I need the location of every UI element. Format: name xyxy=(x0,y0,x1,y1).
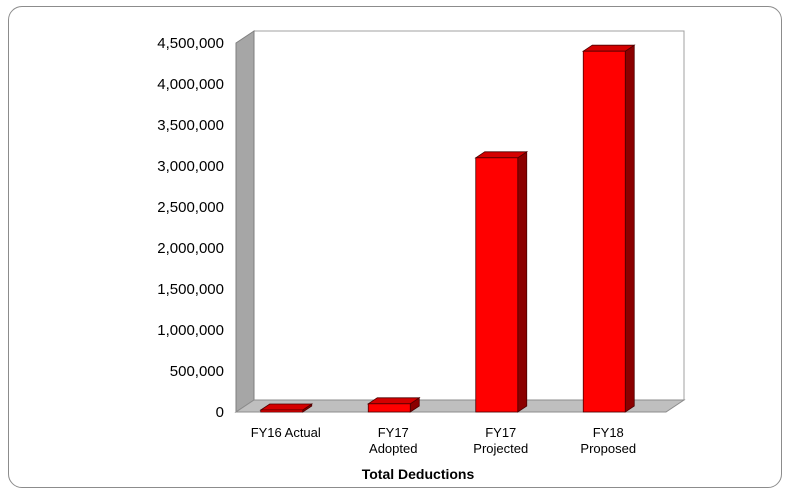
y-tick-label: 4,000,000 xyxy=(157,76,224,93)
y-tick-label: 1,500,000 xyxy=(157,281,224,298)
bar xyxy=(367,403,411,413)
y-tick-label: 4,500,000 xyxy=(157,35,224,52)
bar-top xyxy=(581,44,636,52)
x-tick-label: FY17 xyxy=(485,425,516,440)
y-tick-label: 2,000,000 xyxy=(157,240,224,257)
bar-side xyxy=(624,44,635,413)
bar-top xyxy=(474,151,529,159)
side-wall xyxy=(235,30,255,413)
bar xyxy=(582,50,626,413)
bar xyxy=(475,157,519,413)
y-tick-label: 0 xyxy=(216,404,224,421)
bar-top xyxy=(259,403,314,411)
x-tick-label: FY18 xyxy=(593,425,624,440)
y-tick-label: 2,500,000 xyxy=(157,199,224,216)
bar xyxy=(260,409,304,413)
y-tick-label: 1,000,000 xyxy=(157,322,224,339)
bar-side xyxy=(517,151,528,413)
chart-title: Total Deductions xyxy=(362,466,475,482)
y-tick-label: 500,000 xyxy=(170,363,224,380)
x-tick-label: FY16 Actual xyxy=(251,425,321,440)
x-tick-label: Projected xyxy=(473,441,528,456)
x-tick-label: Proposed xyxy=(580,441,636,456)
y-tick-label: 3,500,000 xyxy=(157,117,224,134)
y-tick-label: 3,000,000 xyxy=(157,158,224,175)
floor xyxy=(234,399,686,413)
bar-top xyxy=(366,397,421,405)
x-tick-label: Adopted xyxy=(369,441,417,456)
x-tick-label: FY17 xyxy=(378,425,409,440)
